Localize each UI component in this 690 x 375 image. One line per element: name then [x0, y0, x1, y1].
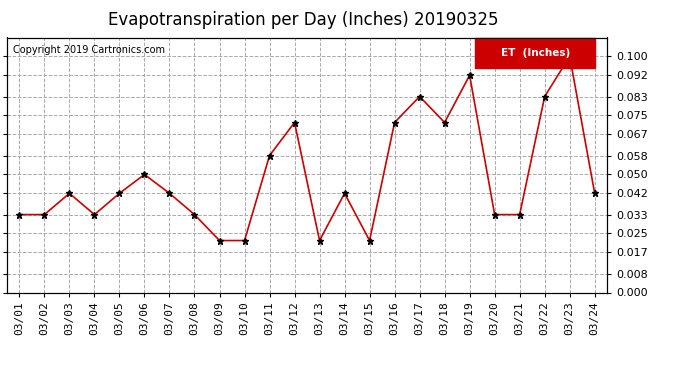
Bar: [475, 38, 595, 68]
Text: ET  (Inches): ET (Inches): [500, 48, 570, 58]
Text: Copyright 2019 Cartronics.com: Copyright 2019 Cartronics.com: [13, 45, 165, 55]
Text: Evapotranspiration per Day (Inches) 20190325: Evapotranspiration per Day (Inches) 2019…: [108, 11, 499, 29]
